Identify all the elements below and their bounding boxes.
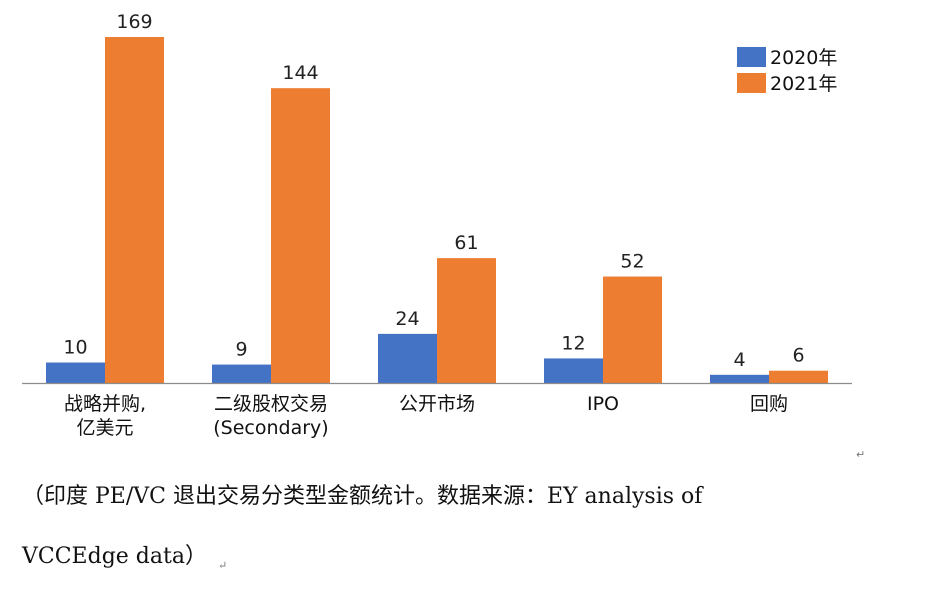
legend: 2020年 2021年	[737, 47, 837, 95]
category-label: 回购	[750, 393, 788, 415]
data-label: 61	[454, 232, 478, 254]
category-label: 亿美元	[76, 417, 133, 439]
legend-label: 2021年	[770, 73, 837, 95]
bar-1-3	[378, 333, 437, 383]
category-label: IPO	[587, 393, 619, 415]
category-label: (Secondary)	[213, 417, 328, 439]
bar-2-1	[105, 37, 164, 383]
data-label: 6	[792, 345, 804, 367]
category-labels: 战略并购,亿美元 二级股权交易(Secondary) 公开市场 IPO 回购	[64, 393, 788, 439]
data-label: 4	[733, 349, 745, 371]
data-labels: 10 169 9 144 24 61 12 52 4 6	[63, 11, 804, 371]
legend-swatch	[737, 73, 766, 93]
data-label: 24	[395, 308, 419, 330]
bar-2-3	[437, 258, 496, 383]
data-label: 169	[116, 11, 152, 33]
data-label: 9	[235, 339, 247, 361]
data-label: 12	[561, 332, 585, 354]
bar-2-4	[603, 276, 662, 383]
caption-line-2: VCCEdge data） ↵	[22, 538, 227, 572]
bar-chart: 10 169 9 144 24 61 12 52 4 6 战略并购,亿美元 二级股权交易(Secon…	[22, 11, 852, 439]
data-label: 10	[63, 337, 87, 359]
paragraph-mark: ↵	[856, 448, 866, 461]
caption-line-2-text: VCCEdge data）	[22, 544, 207, 569]
legend-label: 2020年	[770, 47, 837, 69]
data-label: 144	[282, 62, 318, 84]
bar-1-4	[544, 358, 603, 383]
caption-line-1: （印度 PE/VC 退出交易分类型金额统计。数据来源：EY analysis o…	[22, 484, 703, 509]
category-label: 二级股权交易	[214, 393, 328, 415]
paragraph-mark: ↵	[217, 559, 228, 572]
bar-2-2	[271, 88, 330, 383]
data-label: 52	[620, 251, 644, 273]
legend-swatch	[737, 47, 766, 67]
bar-2-5	[769, 370, 828, 383]
bars	[46, 37, 828, 383]
bar-1-1	[46, 362, 105, 383]
category-label: 战略并购,	[64, 393, 146, 415]
bar-1-2	[212, 364, 271, 383]
bar-1-5	[710, 374, 769, 383]
category-label: 公开市场	[399, 393, 475, 415]
